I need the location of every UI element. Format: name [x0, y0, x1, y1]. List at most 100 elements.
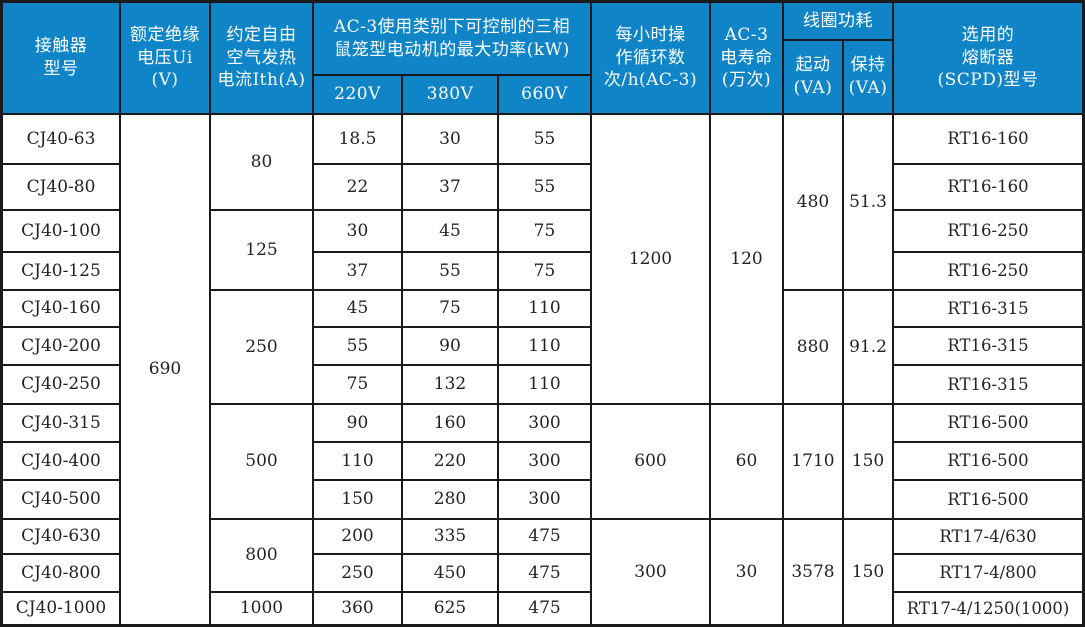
- pickup-va-cell: 880: [784, 291, 842, 403]
- holding-va-cell: 150: [844, 520, 892, 624]
- fuse-cell: RT17-4/800: [894, 555, 1082, 591]
- kw380-cell: 160: [403, 405, 497, 441]
- kw220-cell: 200: [314, 520, 401, 553]
- kw660-cell: 75: [499, 253, 590, 289]
- header-holding-va: 保持 (VA): [844, 41, 892, 113]
- fuse-cell: RT16-500: [894, 443, 1082, 479]
- fuse-cell: RT17-4/630: [894, 520, 1082, 553]
- ith-cell: 1000: [211, 593, 312, 624]
- kw380-cell: 280: [403, 481, 497, 518]
- kw220-cell: 360: [314, 593, 401, 624]
- fuse-cell: RT16-160: [894, 115, 1082, 163]
- ith-cell: 80: [211, 115, 312, 209]
- holding-va-cell: 51.3: [844, 115, 892, 289]
- header-ac3-life: AC-3 电寿命 (万次): [711, 3, 782, 113]
- kw220-cell: 55: [314, 328, 401, 364]
- kw220-cell: 250: [314, 555, 401, 591]
- holding-va-cell: 150: [844, 405, 892, 518]
- ops-cell: 1200: [592, 115, 709, 403]
- ith-cell: 500: [211, 405, 312, 518]
- kw220-cell: 75: [314, 366, 401, 403]
- header-fuse-type: 选用的 熔断器 (SCPD)型号: [894, 3, 1082, 113]
- fuse-cell: RT17-4/1250(1000): [894, 593, 1082, 624]
- fuse-cell: RT16-315: [894, 366, 1082, 403]
- model-cell: CJ40-100: [3, 211, 119, 251]
- kw380-cell: 132: [403, 366, 497, 403]
- kw220-cell: 110: [314, 443, 401, 479]
- kw660-cell: 475: [499, 520, 590, 553]
- header-380v: 380V: [403, 76, 497, 113]
- kw380-cell: 450: [403, 555, 497, 591]
- kw220-cell: 90: [314, 405, 401, 441]
- ui-voltage-cell: 690: [121, 115, 209, 624]
- model-cell: CJ40-800: [3, 555, 119, 591]
- kw380-cell: 37: [403, 165, 497, 209]
- life-cell: 60: [711, 405, 782, 518]
- life-cell: 120: [711, 115, 782, 403]
- fuse-cell: RT16-500: [894, 481, 1082, 518]
- pickup-va-cell: 1710: [784, 405, 842, 518]
- header-660v: 660V: [499, 76, 590, 113]
- header-ac3-max-power: AC-3使用类别下可控制的三相 鼠笼型电动机的最大功率(kW): [314, 3, 590, 74]
- pickup-va-cell: 480: [784, 115, 842, 289]
- fuse-cell: RT16-250: [894, 211, 1082, 251]
- kw380-cell: 90: [403, 328, 497, 364]
- kw660-cell: 300: [499, 481, 590, 518]
- kw380-cell: 75: [403, 291, 497, 326]
- header-pickup-va: 起动 (VA): [784, 41, 842, 113]
- model-cell: CJ40-1000: [3, 593, 119, 624]
- fuse-cell: RT16-500: [894, 405, 1082, 441]
- kw380-cell: 45: [403, 211, 497, 251]
- model-cell: CJ40-125: [3, 253, 119, 289]
- kw220-cell: 30: [314, 211, 401, 251]
- kw380-cell: 55: [403, 253, 497, 289]
- ops-cell: 600: [592, 405, 709, 518]
- fuse-cell: RT16-315: [894, 328, 1082, 364]
- ops-cell: 300: [592, 520, 709, 624]
- kw220-cell: 150: [314, 481, 401, 518]
- kw660-cell: 110: [499, 291, 590, 326]
- kw380-cell: 30: [403, 115, 497, 163]
- fuse-cell: RT16-315: [894, 291, 1082, 326]
- kw660-cell: 55: [499, 115, 590, 163]
- ith-cell: 800: [211, 520, 312, 591]
- holding-va-cell: 91.2: [844, 291, 892, 403]
- fuse-cell: RT16-250: [894, 253, 1082, 289]
- kw380-cell: 625: [403, 593, 497, 624]
- ith-cell: 125: [211, 211, 312, 289]
- header-contactor-model: 接触器 型号: [3, 3, 119, 113]
- model-cell: CJ40-400: [3, 443, 119, 479]
- model-cell: CJ40-80: [3, 165, 119, 209]
- model-cell: CJ40-630: [3, 520, 119, 553]
- kw220-cell: 22: [314, 165, 401, 209]
- header-rated-insulation-voltage: 额定绝缘 电压Ui (V): [121, 3, 209, 113]
- kw660-cell: 55: [499, 165, 590, 209]
- ith-cell: 250: [211, 291, 312, 403]
- kw220-cell: 18.5: [314, 115, 401, 163]
- model-cell: CJ40-63: [3, 115, 119, 163]
- header-thermal-current: 约定自由 空气发热 电流Ith(A): [211, 3, 312, 113]
- kw380-cell: 335: [403, 520, 497, 553]
- kw660-cell: 475: [499, 555, 590, 591]
- kw380-cell: 220: [403, 443, 497, 479]
- kw660-cell: 475: [499, 593, 590, 624]
- header-220v: 220V: [314, 76, 401, 113]
- kw220-cell: 45: [314, 291, 401, 326]
- model-cell: CJ40-500: [3, 481, 119, 518]
- header-coil-power: 线圈功耗: [784, 3, 892, 39]
- pickup-va-cell: 3578: [784, 520, 842, 624]
- kw660-cell: 110: [499, 328, 590, 364]
- model-cell: CJ40-200: [3, 328, 119, 364]
- kw220-cell: 37: [314, 253, 401, 289]
- kw660-cell: 300: [499, 405, 590, 441]
- life-cell: 30: [711, 520, 782, 624]
- fuse-cell: RT16-160: [894, 165, 1082, 209]
- kw660-cell: 110: [499, 366, 590, 403]
- model-cell: CJ40-250: [3, 366, 119, 403]
- kw660-cell: 300: [499, 443, 590, 479]
- model-cell: CJ40-315: [3, 405, 119, 441]
- header-ops-per-hour: 每小时操 作循环数 次/h(AC-3): [592, 3, 709, 113]
- model-cell: CJ40-160: [3, 291, 119, 326]
- kw660-cell: 75: [499, 211, 590, 251]
